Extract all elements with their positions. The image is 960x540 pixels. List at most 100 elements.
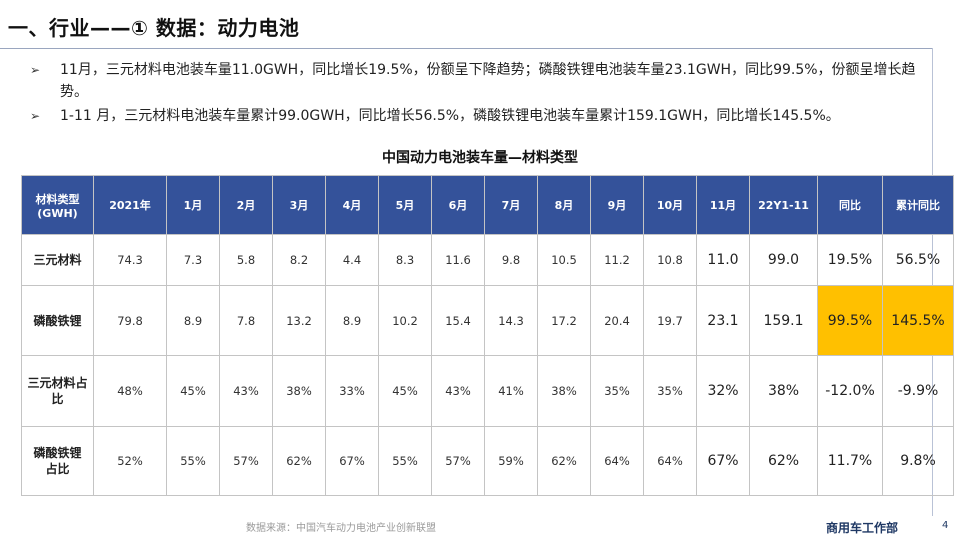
table-cell: 8.3 [378,234,432,286]
table-cell: 20.4 [590,285,644,356]
data-source-note: 数据来源：中国汽车动力电池产业创新联盟 [246,523,436,534]
column-header: 10月 [643,175,697,235]
table-cell: 19.7 [643,285,697,356]
table-cell: 35% [643,355,697,427]
table-cell: 11.6 [431,234,485,286]
table-cell: 79.8 [93,285,167,356]
column-header: 7月 [484,175,538,235]
table-cell: 64% [590,426,644,496]
table-cell: 8.9 [166,285,220,356]
bullet-text: 1-11 月，三元材料电池装车量累计99.0GWH，同比增长56.5%，磷酸铁锂… [60,108,840,124]
table-cell: 45% [378,355,432,427]
table-cell: 11.7% [817,426,883,496]
table-cell: 4.4 [325,234,379,286]
table-cell: 11.2 [590,234,644,286]
table-cell: 10.2 [378,285,432,356]
table-cell: 62% [749,426,818,496]
table-cell: 52% [93,426,167,496]
table-cell: 9.8% [882,426,954,496]
table-cell: 7.3 [166,234,220,286]
bullet-item: ➢ 11月，三元材料电池装车量11.0GWH，同比增长19.5%，份额呈下降趋势… [30,59,925,103]
table-cell: 41% [484,355,538,427]
column-header: 8月 [537,175,591,235]
table-row: 磷酸铁锂 79.8 8.9 7.8 13.2 8.9 10.2 15.4 14.… [21,285,954,356]
row-label-line: 磷酸铁锂 [33,446,82,460]
table-cell: 10.8 [643,234,697,286]
table-cell: 13.2 [272,285,326,356]
table-cell: 8.9 [325,285,379,356]
table-cell: 38% [537,355,591,427]
table-cell: 57% [219,426,273,496]
header-corner-line: 材料类型 [35,192,80,206]
column-header: 2月 [219,175,273,235]
table-cell: 62% [272,426,326,496]
table-cell: 74.3 [93,234,167,286]
table-cell: 48% [93,355,167,427]
table-cell: 55% [378,426,432,496]
table-row: 三元材料占 比 48% 45% 43% 38% 33% 45% 43% 41% … [21,355,954,427]
column-header: 6月 [431,175,485,235]
column-header: 2021年 [93,175,167,235]
table-cell: 11.0 [696,234,750,286]
table-cell: 99.0 [749,234,818,286]
table-cell: 33% [325,355,379,427]
row-label-line: 三元材料 [33,253,82,267]
column-header: 3月 [272,175,326,235]
table-cell: 45% [166,355,220,427]
table-cell: 9.8 [484,234,538,286]
table-cell: 38% [272,355,326,427]
header-corner: 材料类型 (GWH) [21,175,94,235]
table-cell: 5.8 [219,234,273,286]
arrow-bullet-icon: ➢ [30,109,41,123]
row-label-line: 占比 [45,462,70,476]
row-label-line: 比 [51,392,64,406]
battery-installation-table: 材料类型 (GWH) 2021年 1月 2月 3月 4月 5月 6月 7月 8月… [21,175,954,496]
table-cell: -12.0% [817,355,883,427]
table-cell: 35% [590,355,644,427]
table-cell: 43% [431,355,485,427]
table-cell: 17.2 [537,285,591,356]
row-label-line: 三元材料占 [27,376,88,390]
table-cell: 67% [696,426,750,496]
column-header: 4月 [325,175,379,235]
table-cell: 56.5% [882,234,954,286]
column-header: 9月 [590,175,644,235]
table-cell: 67% [325,426,379,496]
title-divider [0,48,932,49]
row-label: 三元材料 [21,234,94,286]
row-label: 三元材料占 比 [21,355,94,427]
table-cell: 57% [431,426,485,496]
column-header: 22Y1-11 [749,175,818,235]
row-label: 磷酸铁锂 [21,285,94,356]
table-row: 磷酸铁锂 占比 52% 55% 57% 62% 67% 55% 57% 59% … [21,426,954,496]
page-title: 一、行业——① 数据：动力电池 [8,16,300,40]
table-cell: 55% [166,426,220,496]
row-label-line: 磷酸铁锂 [33,313,82,328]
table-cell: 14.3 [484,285,538,356]
table-cell: 59% [484,426,538,496]
table-cell: 15.4 [431,285,485,356]
department-label: 商用车工作部 [826,521,899,535]
column-header: 1月 [166,175,220,235]
highlighted-cell: 145.5% [882,285,954,356]
table-cell: 10.5 [537,234,591,286]
column-header: 11月 [696,175,750,235]
table-cell: -9.9% [882,355,954,427]
bullet-text: 11月，三元材料电池装车量11.0GWH，同比增长19.5%，份额呈下降趋势；磷… [60,62,916,100]
arrow-bullet-icon: ➢ [30,63,41,77]
highlighted-cell: 99.5% [817,285,883,356]
table-cell: 62% [537,426,591,496]
page-number: 4 [942,520,949,531]
table-cell: 19.5% [817,234,883,286]
table-cell: 43% [219,355,273,427]
table-cell: 8.2 [272,234,326,286]
table-row: 三元材料 74.3 7.3 5.8 8.2 4.4 8.3 11.6 9.8 1… [21,234,954,286]
header-row: 材料类型 (GWH) 2021年 1月 2月 3月 4月 5月 6月 7月 8月… [21,175,954,235]
column-header: 累计同比 [882,175,954,235]
table-cell: 7.8 [219,285,273,356]
table-cell: 38% [749,355,818,427]
bullet-list: ➢ 11月，三元材料电池装车量11.0GWH，同比增长19.5%，份额呈下降趋势… [30,59,925,127]
table-cell: 23.1 [696,285,750,356]
column-header: 5月 [378,175,432,235]
bullet-item: ➢ 1-11 月，三元材料电池装车量累计99.0GWH，同比增长56.5%，磷酸… [30,105,925,127]
